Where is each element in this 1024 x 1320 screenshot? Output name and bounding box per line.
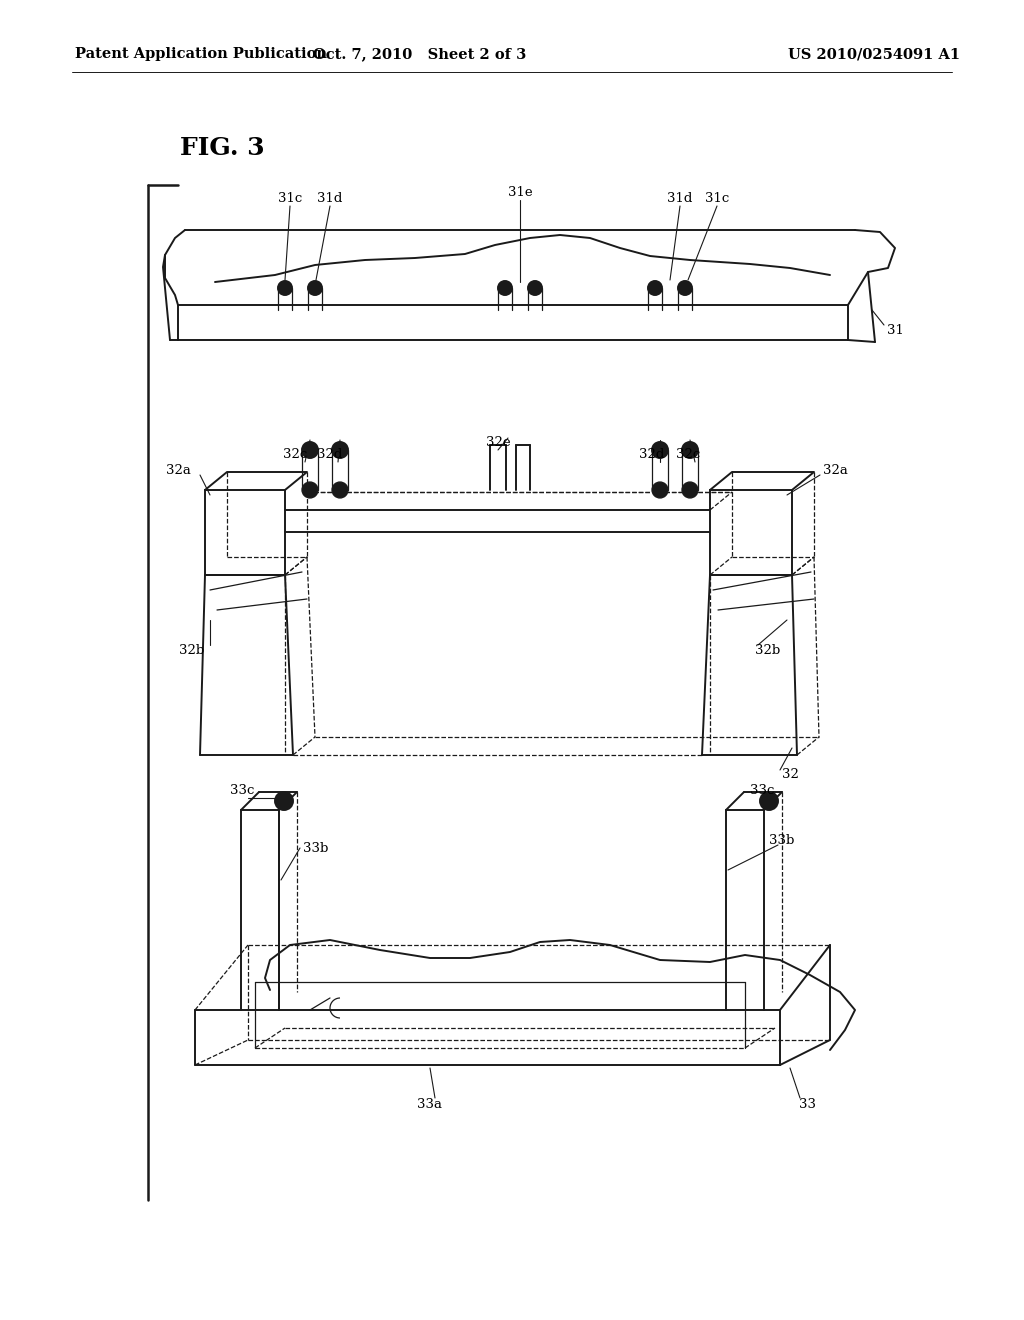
- Text: 32: 32: [781, 768, 799, 781]
- Text: 32e: 32e: [485, 436, 510, 449]
- Text: 31e: 31e: [508, 186, 532, 198]
- Circle shape: [682, 442, 698, 458]
- Text: 33: 33: [800, 1098, 816, 1111]
- Text: 32d: 32d: [317, 449, 343, 462]
- Text: 33c: 33c: [750, 784, 774, 796]
- Circle shape: [652, 442, 668, 458]
- Text: FIG. 3: FIG. 3: [180, 136, 264, 160]
- Text: 32a: 32a: [166, 463, 190, 477]
- Text: 32d: 32d: [639, 449, 665, 462]
- Text: 31d: 31d: [668, 191, 692, 205]
- Text: 31d: 31d: [317, 191, 343, 205]
- Circle shape: [760, 792, 778, 810]
- Circle shape: [498, 281, 512, 294]
- Circle shape: [528, 281, 542, 294]
- Text: 31c: 31c: [705, 191, 729, 205]
- Text: 33c: 33c: [229, 784, 254, 796]
- Circle shape: [648, 281, 662, 294]
- Circle shape: [275, 792, 293, 810]
- Text: 33b: 33b: [303, 842, 329, 854]
- Circle shape: [332, 442, 348, 458]
- Text: 32b: 32b: [756, 644, 780, 656]
- Text: Patent Application Publication: Patent Application Publication: [75, 48, 327, 61]
- Text: Oct. 7, 2010   Sheet 2 of 3: Oct. 7, 2010 Sheet 2 of 3: [313, 48, 526, 61]
- Text: US 2010/0254091 A1: US 2010/0254091 A1: [787, 48, 961, 61]
- Text: 32a: 32a: [822, 463, 848, 477]
- Circle shape: [652, 482, 668, 498]
- Circle shape: [332, 482, 348, 498]
- Text: 33b: 33b: [769, 833, 795, 846]
- Circle shape: [278, 281, 292, 294]
- Text: 31c: 31c: [278, 191, 302, 205]
- Circle shape: [302, 442, 318, 458]
- Circle shape: [682, 482, 698, 498]
- Circle shape: [302, 482, 318, 498]
- Circle shape: [308, 281, 322, 294]
- Circle shape: [678, 281, 692, 294]
- Text: 32c: 32c: [283, 449, 307, 462]
- Text: 32b: 32b: [179, 644, 205, 656]
- Text: 31: 31: [887, 323, 903, 337]
- Text: 32c: 32c: [676, 449, 700, 462]
- Text: 33a: 33a: [418, 1098, 442, 1111]
